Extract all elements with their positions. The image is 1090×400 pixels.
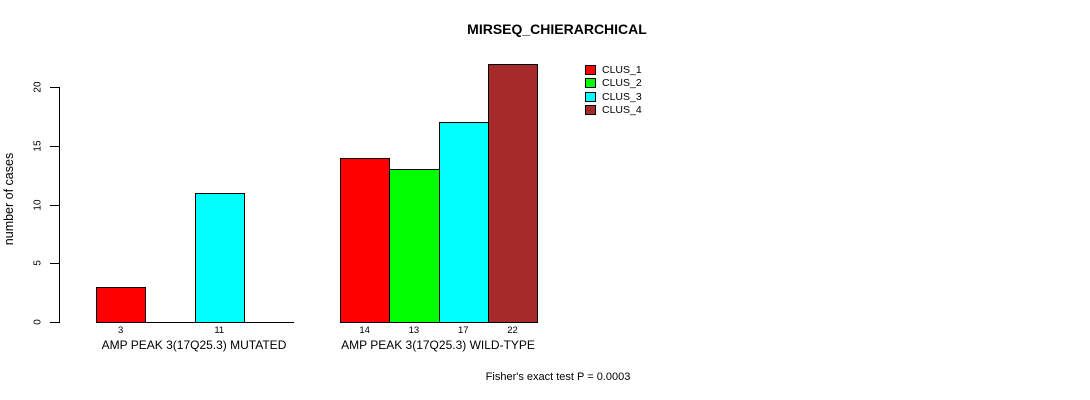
- bar-clus_3: [438, 122, 489, 323]
- legend-swatch-clus_1: [585, 65, 596, 75]
- bar-clus_2: [389, 169, 440, 323]
- bar-clus_4: [487, 63, 539, 323]
- x-axis-group-label-mutated: AMP PEAK 3(17Q25.3) MUTATED: [101, 338, 287, 352]
- y-tick-label: 0: [32, 319, 44, 325]
- bar-value-label: 3: [117, 325, 124, 336]
- legend-row: CLUS_2: [585, 77, 642, 89]
- legend-swatch-clus_4: [585, 105, 596, 116]
- y-tick-label: 15: [32, 140, 44, 152]
- bar-value-label: 17: [457, 325, 469, 336]
- bar-value-label: 22: [507, 325, 518, 336]
- bar-clus_3: [194, 192, 245, 323]
- legend-swatch-clus_3: [585, 91, 596, 102]
- bar-value-label: 11: [214, 325, 225, 336]
- y-tick-label: 20: [32, 81, 44, 93]
- legend-swatch-clus_2: [585, 78, 596, 89]
- legend-row: CLUS_1: [585, 64, 642, 76]
- legend-label: CLUS_4: [602, 104, 642, 117]
- bar-clus_1: [96, 286, 147, 323]
- legend-label: CLUS_1: [602, 64, 642, 76]
- y-axis-tick: [50, 204, 59, 206]
- chart-title: MIRSEQ_CHIERARCHICAL: [467, 21, 647, 37]
- bar-clus_1: [340, 157, 391, 323]
- y-axis-tick: [50, 322, 59, 323]
- y-tick-label: 10: [32, 198, 44, 211]
- legend-label: CLUS_3: [602, 90, 642, 103]
- y-tick-label: 5: [32, 260, 44, 267]
- y-axis-line: [59, 87, 60, 323]
- bar-value-label: 13: [408, 325, 420, 336]
- y-axis-label: number of cases: [2, 152, 16, 246]
- legend-row: CLUS_4: [585, 104, 642, 116]
- y-axis-tick: [50, 263, 59, 265]
- legend-row: CLUS_3: [585, 91, 642, 103]
- bar-value-label: 14: [359, 325, 370, 336]
- y-axis-tick: [50, 145, 59, 147]
- fisher-test-note: Fisher's exact test P = 0.0003: [485, 371, 631, 383]
- y-axis-tick: [50, 87, 59, 88]
- legend-label: CLUS_2: [602, 77, 642, 90]
- x-axis-group-label-wildtype: AMP PEAK 3(17Q25.3) WILD-TYPE: [341, 338, 535, 352]
